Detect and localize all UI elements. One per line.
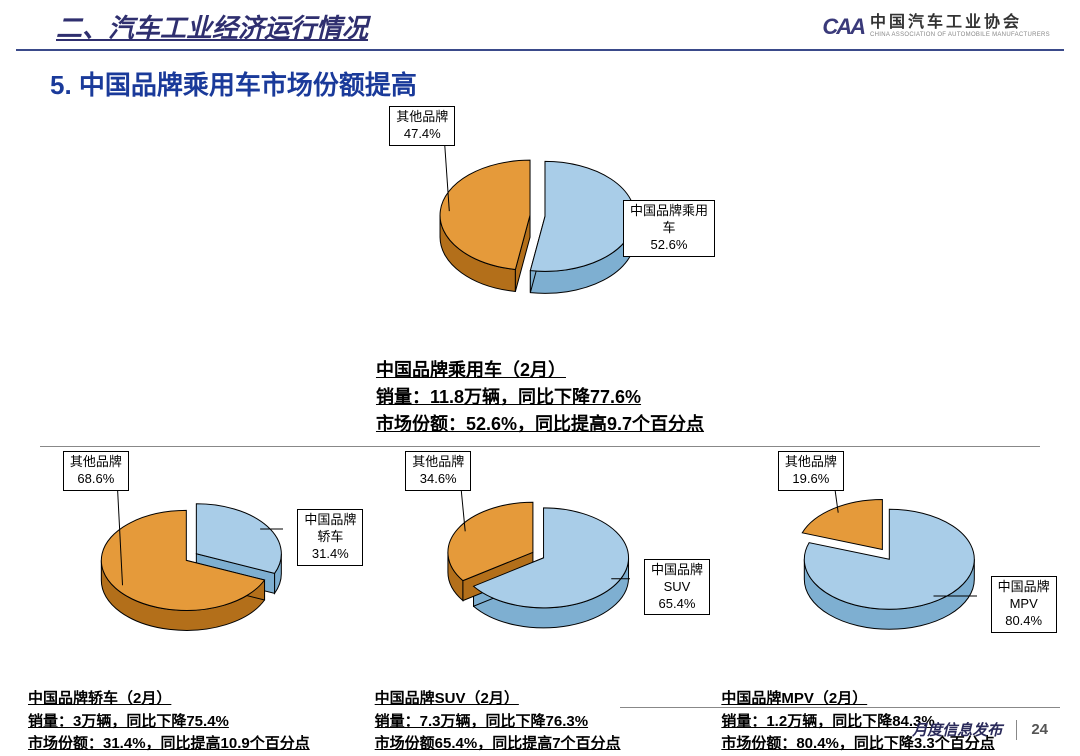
pie-label-china: 中国品牌MPV80.4% (991, 576, 1057, 633)
bottom-charts-row: 中国品牌轿车31.4% 其他品牌68.6% 中国品牌轿车（2月）销量：3万辆，同比下… (0, 451, 1080, 756)
bottom-pie-1: 中国品牌SUV65.4% 其他品牌34.6% 中国品牌SUV（2月）销量：7.3万辆… (367, 451, 714, 756)
page-number: 24 (1031, 721, 1048, 738)
pie-label-other: 其他品牌47.4% (389, 106, 455, 146)
footer-divider (620, 707, 1060, 708)
footer-title: 月度信息发布 (912, 719, 1002, 740)
header: 二、汽车工业经济运行情况 CAA 中国汽车工业协会 CHINA ASSOCIAT… (0, 0, 1080, 49)
bottom-pie-0: 中国品牌轿车31.4% 其他品牌68.6% 中国品牌轿车（2月）销量：3万辆，同比下… (20, 451, 367, 756)
caam-logo-icon: CAA (822, 14, 864, 40)
bottom-pie-caption-1: 中国品牌SUV（2月）销量：7.3万辆，同比下降76.3%市场份额65.4%，同… (375, 688, 621, 756)
pie-label-china: 中国品牌乘用车52.6% (623, 200, 715, 257)
pie-label-china: 中国品牌轿车31.4% (297, 509, 363, 566)
footer-separator (1016, 720, 1017, 740)
pie-label-other: 其他品牌19.6% (778, 451, 844, 491)
pie-svg (717, 451, 1057, 681)
pie-label-other: 其他品牌68.6% (63, 451, 129, 491)
org-name-en: CHINA ASSOCIATION OF AUTOMOBILE MANUFACT… (870, 32, 1050, 39)
top-pie-chart: 中国品牌乘用车52.6% 其他品牌47.4% (365, 106, 715, 348)
org-name-cn: 中国汽车工业协会 (870, 14, 1050, 32)
pie-label-china: 中国品牌SUV65.4% (644, 559, 710, 616)
mid-divider (40, 446, 1040, 447)
section-title: 二、汽车工业经济运行情况 (56, 8, 368, 45)
bottom-pie-caption-0: 中国品牌轿车（2月）销量：3万辆，同比下降75.4%市场份额：31.4%，同比提… (28, 688, 310, 756)
bottom-pie-2: 中国品牌MPV80.4%其他品牌19.6%中国品牌MPV（2月）销量：1.2万辆… (713, 451, 1060, 756)
footer: 月度信息发布 24 (912, 719, 1048, 740)
org-block: CAA 中国汽车工业协会 CHINA ASSOCIATION OF AUTOMO… (822, 14, 1050, 40)
top-pie-caption: 中国品牌乘用车（2月）销量：11.8万辆，同比下降77.6%市场份额：52.6%… (376, 357, 704, 438)
slide-subtitle: 5. 中国品牌乘用车市场份额提高 (0, 51, 1080, 106)
top-pie-area: 中国品牌乘用车52.6% 其他品牌47.4% 中国品牌乘用车（2月）销量：11.8… (0, 106, 1080, 438)
pie-label-other: 其他品牌34.6% (405, 451, 471, 491)
